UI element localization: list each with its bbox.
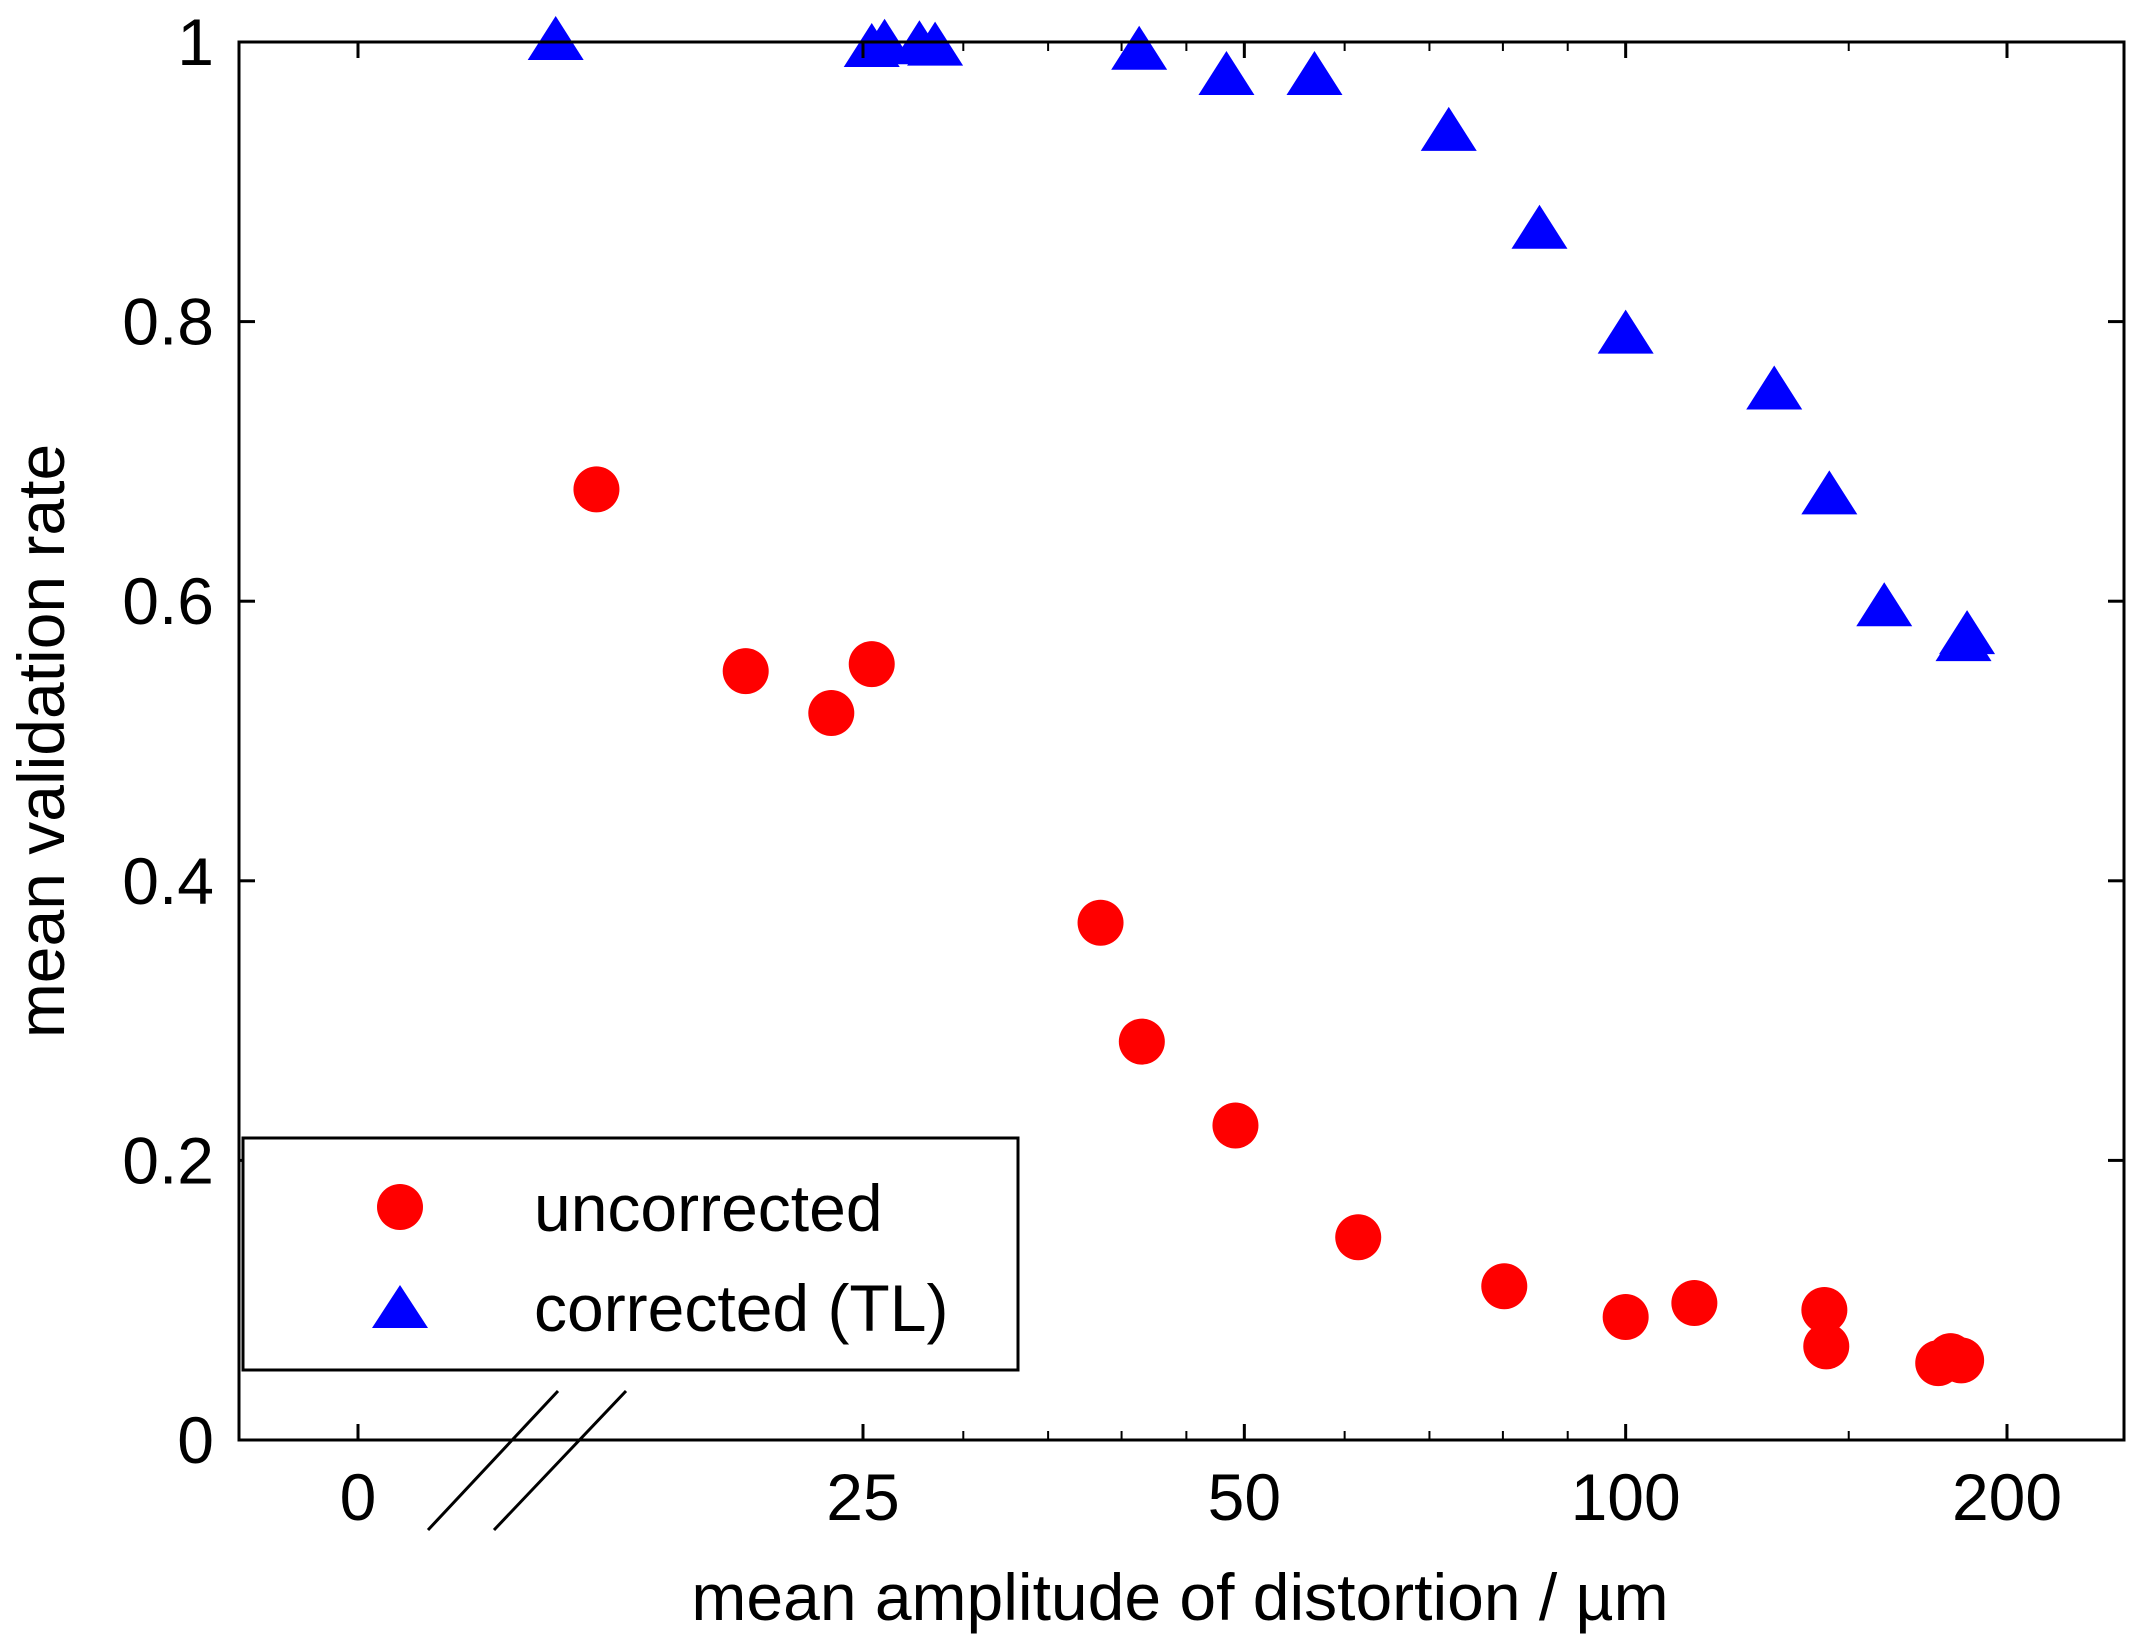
y-tick-label: 0.4 [122, 844, 214, 918]
data-point-uncorrected [1938, 1337, 1985, 1384]
data-point-corrected [1420, 106, 1477, 151]
x-axis: 0 25 50 100 200 [340, 42, 2062, 1534]
y-tick-label: 0.2 [122, 1123, 214, 1197]
x-tick-label: 25 [826, 1460, 899, 1534]
data-point-corrected [1801, 470, 1858, 515]
data-point-uncorrected [1602, 1293, 1649, 1340]
data-point-uncorrected [1801, 1286, 1848, 1333]
data-point-uncorrected [1671, 1279, 1718, 1326]
data-point-corrected [1198, 50, 1255, 95]
legend-box [241, 1136, 1020, 1372]
data-point-uncorrected [808, 690, 855, 737]
y-tick-label: 0.6 [122, 564, 214, 638]
y-tick-label: 1 [177, 5, 214, 79]
data-point-uncorrected [1118, 1018, 1165, 1065]
y-axis: 0 0.2 0.4 0.6 0.8 1 [122, 5, 2124, 1477]
data-point-uncorrected [1335, 1214, 1382, 1261]
data-point-corrected [1111, 25, 1168, 70]
data-point-uncorrected [1481, 1263, 1528, 1310]
x-axis-title: mean amplitude of distortion / µm [691, 1560, 1668, 1634]
data-point-corrected [1286, 50, 1343, 95]
y-axis-title: mean validation rate [4, 444, 78, 1038]
plot-frame [237, 40, 2126, 1442]
data-point-uncorrected [573, 466, 620, 513]
x-tick-label: 100 [1571, 1460, 1681, 1534]
legend-label-uncorrected: uncorrected [534, 1171, 883, 1245]
legend-label-corrected: corrected (TL) [534, 1271, 948, 1345]
x-tick-label: 0 [340, 1460, 377, 1534]
data-point-uncorrected [1212, 1102, 1259, 1149]
x-tick-label: 50 [1208, 1460, 1281, 1534]
x-tick-label: 200 [1952, 1460, 2062, 1534]
data-point-corrected [1597, 309, 1654, 354]
data-point-corrected [1939, 610, 1996, 655]
y-tick-label: 0.8 [122, 285, 214, 359]
legend: uncorrected corrected (TL) [241, 1136, 1020, 1372]
legend-marker-uncorrected [377, 1184, 423, 1230]
data-point-corrected [907, 21, 964, 66]
y-tick-label: 0 [177, 1403, 214, 1477]
data-point-corrected [1856, 582, 1913, 627]
data-point-uncorrected [1077, 899, 1124, 946]
data-point-corrected [1746, 365, 1803, 410]
data-point-uncorrected [722, 648, 769, 695]
data-point-corrected [527, 16, 584, 60]
axis-break [426, 1389, 628, 1532]
legend-marker-corrected [372, 1285, 428, 1328]
data-point-uncorrected [1803, 1323, 1850, 1370]
data-point-corrected [1511, 204, 1568, 249]
data-marks [527, 16, 1996, 1387]
data-point-uncorrected [848, 641, 895, 688]
